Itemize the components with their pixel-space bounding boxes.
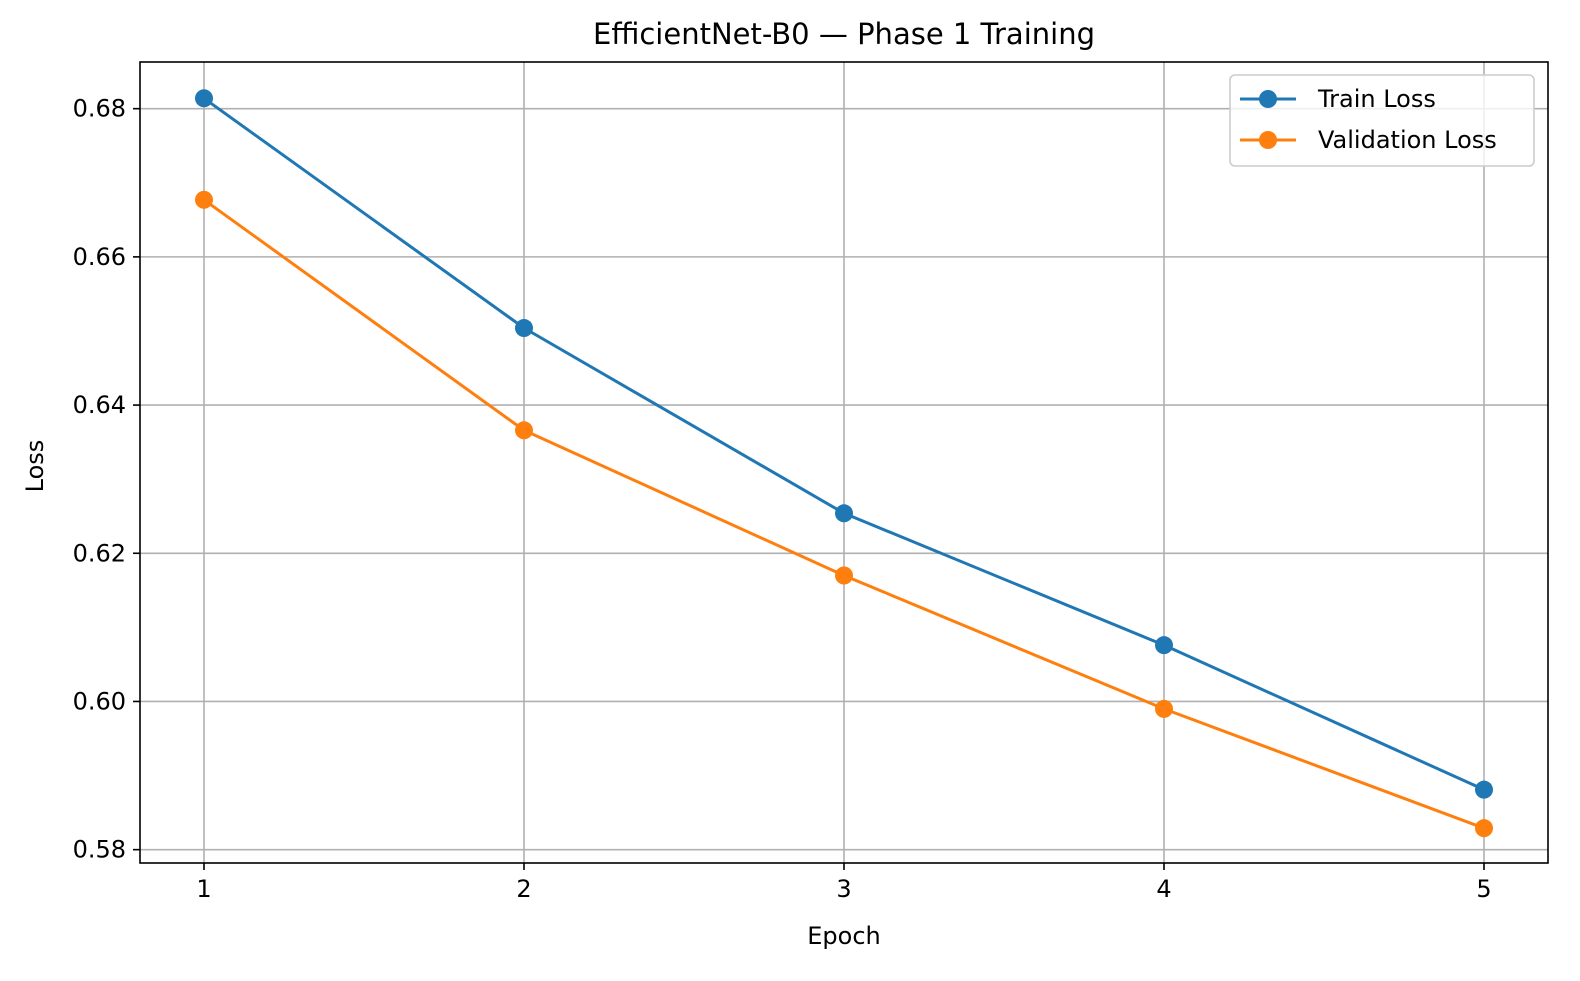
chart-title: EfficientNet-B0 — Phase 1 Training (593, 17, 1095, 51)
y-tick-label: 0.60 (73, 687, 126, 715)
y-tick-label: 0.68 (73, 95, 126, 123)
x-tick-label: 4 (1156, 875, 1171, 903)
data-point-validation-loss (515, 421, 533, 440)
data-point-validation-loss (1475, 819, 1493, 838)
x-axis-label: Epoch (807, 922, 881, 950)
data-point-validation-loss (1155, 699, 1173, 718)
axis-ticks: 1 2 3 4 5 0.58 0.60 0.62 0.64 0.66 0.68 (73, 95, 1492, 903)
data-point-train-loss (195, 89, 213, 108)
legend-marker-validation-loss (1259, 131, 1277, 149)
x-tick-label: 2 (516, 875, 531, 903)
legend-box (1229, 74, 1535, 167)
legend: Train Loss Validation Loss (1229, 74, 1535, 167)
y-tick-label: 0.66 (73, 243, 126, 271)
data-point-validation-loss (195, 190, 213, 209)
data-point-train-loss (515, 319, 533, 338)
y-tick-label: 0.64 (73, 391, 126, 419)
y-axis-label: Loss (21, 440, 49, 493)
legend-marker-train-loss (1259, 90, 1277, 108)
x-tick-label: 1 (196, 875, 211, 903)
legend-label-validation-loss: Validation Loss (1318, 126, 1497, 154)
x-tick-label: 3 (836, 875, 851, 903)
series-layer (195, 89, 1493, 838)
y-tick-label: 0.62 (73, 539, 126, 567)
y-tick-label: 0.58 (73, 836, 126, 864)
data-point-train-loss (835, 504, 853, 523)
x-tick-label: 5 (1476, 875, 1491, 903)
data-point-train-loss (1475, 780, 1493, 799)
data-point-validation-loss (835, 566, 853, 585)
legend-label-train-loss: Train Loss (1317, 85, 1436, 113)
data-point-train-loss (1155, 636, 1173, 655)
